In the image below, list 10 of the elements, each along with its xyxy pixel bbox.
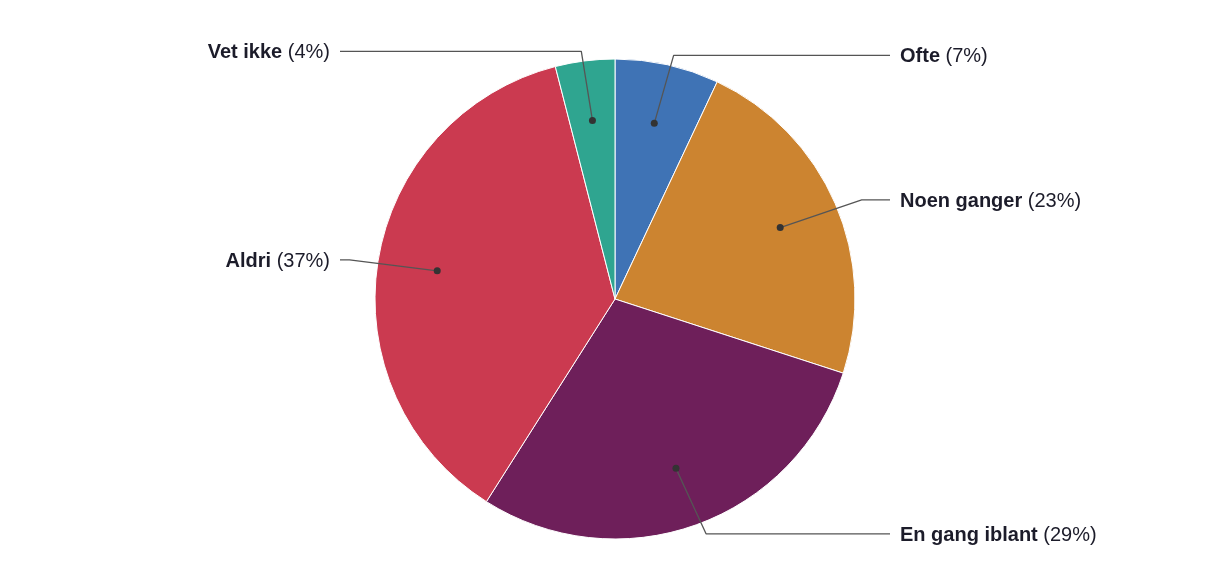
slice-label: En gang iblant — [900, 522, 1039, 545]
data-label: (37%) — [271, 248, 330, 271]
slice-label: Aldri — [225, 248, 272, 271]
data-label: (23%) — [1022, 188, 1082, 211]
data-label: (4%) — [282, 40, 330, 63]
slice-label: Noen ganger — [900, 188, 1023, 211]
data-label: (7%) — [940, 44, 988, 67]
slice-label: Vet ikke — [207, 40, 283, 63]
slice-label: Ofte — [900, 44, 940, 67]
data-label: (29%) — [1037, 522, 1097, 545]
